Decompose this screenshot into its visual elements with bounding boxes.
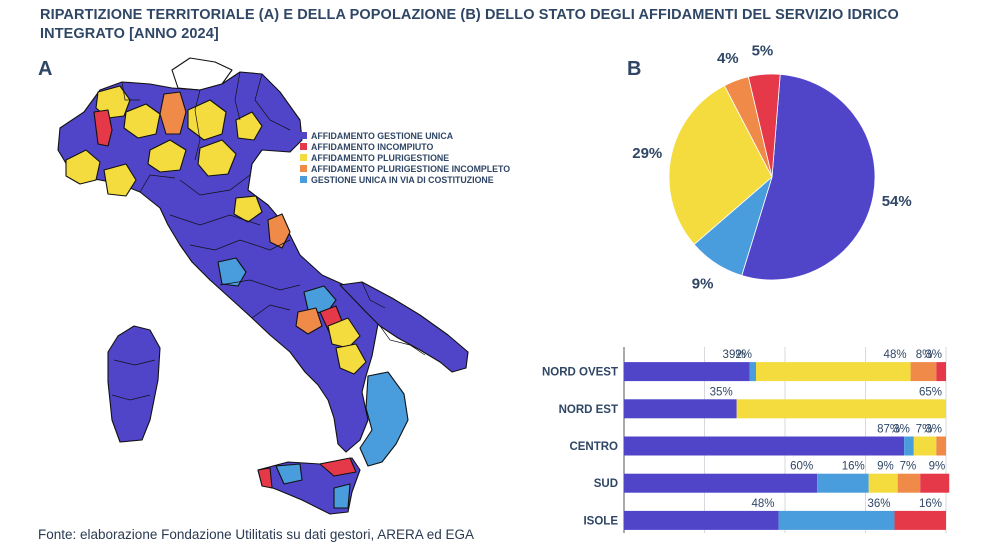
legend-swatch — [300, 154, 307, 161]
map-region-blue-lazio — [217, 257, 247, 287]
map-region-north-8 — [235, 111, 263, 141]
map-region-orange-center — [267, 213, 291, 249]
bar-segment — [913, 436, 937, 456]
bar-data-label: 7% — [916, 424, 933, 436]
bar-segment — [894, 510, 946, 530]
map-legend: AFFIDAMENTO GESTIONE UNICA AFFIDAMENTO I… — [300, 130, 510, 185]
bar-segment — [778, 510, 895, 530]
legend-swatch — [300, 176, 307, 183]
legend-label: AFFIDAMENTO INCOMPIUTO — [311, 141, 434, 152]
bar-segment — [756, 362, 911, 382]
legend-label: GESTIONE UNICA IN VIA DI COSTITUZIONE — [311, 174, 494, 185]
bar-data-label: 87% — [877, 424, 900, 436]
pie-data-label: 29% — [632, 145, 662, 162]
bar-data-label: 65% — [919, 386, 942, 398]
pie-data-label: 4% — [717, 50, 739, 67]
bar-segment — [624, 436, 905, 456]
bar-data-label: 9% — [929, 461, 946, 473]
bar-segment — [936, 362, 946, 382]
legend-item: AFFIDAMENTO INCOMPIUTO — [300, 141, 510, 152]
map-region-north-5 — [187, 99, 227, 141]
map-region-sicilia-red-2 — [319, 457, 357, 477]
map-region-sicilia-blue — [275, 463, 303, 485]
panel-b-label: B — [627, 58, 642, 80]
bar-data-label: 60% — [790, 461, 813, 473]
pie-slice — [741, 73, 876, 281]
bar-segment — [624, 362, 750, 382]
pie-data-label: 54% — [882, 193, 912, 210]
map-region-north-9 — [233, 195, 263, 223]
category-tick-label: NORD OVEST — [542, 367, 618, 379]
bar-segment — [868, 473, 898, 493]
pie-slice — [747, 73, 781, 178]
bar-data-label: 7% — [900, 461, 917, 473]
bar-segment — [624, 399, 737, 419]
pie-data-label: 5% — [752, 42, 774, 59]
legend-item: AFFIDAMENTO PLURIGESTIONE — [300, 152, 510, 163]
legend-swatch — [300, 165, 307, 172]
bar-segment — [817, 473, 869, 493]
map-region-north-4 — [147, 139, 187, 173]
bar-data-label: 3% — [925, 424, 942, 436]
pie-data-label: 9% — [692, 275, 714, 292]
bar-data-label: 16% — [842, 461, 865, 473]
source-note: Fonte: elaborazione Fondazione Utilitati… — [38, 527, 474, 542]
bar-segment — [910, 362, 937, 382]
map-region-north-3 — [65, 149, 101, 185]
bar-data-label: 48% — [752, 498, 775, 510]
legend-swatch — [300, 143, 307, 150]
legend-item: AFFIDAMENTO PLURIGESTIONE INCOMPLETO — [300, 163, 510, 174]
map-region-puglia — [339, 281, 469, 373]
bar-segment — [897, 473, 921, 493]
bar-segment — [904, 436, 914, 456]
bar-data-label: 3% — [925, 349, 942, 361]
map-region-north-7 — [103, 163, 137, 197]
category-tick-label: CENTRO — [569, 441, 618, 453]
chart-title: RIPARTIZIONE TERRITORIALE (A) E DELLA PO… — [40, 7, 899, 42]
map-region-north-2 — [123, 103, 161, 139]
legend-label: AFFIDAMENTO PLURIGESTIONE — [311, 152, 450, 163]
legend-swatch — [300, 132, 307, 139]
bar-data-label: 9% — [877, 461, 894, 473]
map-region-calabria — [359, 371, 409, 467]
bar-data-label: 36% — [867, 498, 890, 510]
bar-data-label: 3% — [893, 424, 910, 436]
map-region-red-north — [93, 109, 113, 147]
map-region-sicilia-blue-2 — [333, 483, 351, 509]
bar-segment — [624, 510, 779, 530]
legend-item: GESTIONE UNICA IN VIA DI COSTITUZIONE — [300, 174, 510, 185]
panel-a-label: A — [38, 58, 53, 80]
bar-data-label: 16% — [919, 498, 942, 510]
bar-data-label: 2% — [735, 349, 752, 361]
bar-segment — [749, 362, 757, 382]
map-region-north-6 — [197, 139, 237, 177]
bar-data-label: 8% — [916, 349, 933, 361]
bar-data-label: 48% — [884, 349, 907, 361]
legend-item: AFFIDAMENTO GESTIONE UNICA — [300, 130, 510, 141]
bar-data-label: 35% — [710, 386, 733, 398]
legend-label: AFFIDAMENTO GESTIONE UNICA — [311, 130, 454, 141]
bar-segment — [736, 399, 946, 419]
bar-segment — [624, 473, 818, 493]
map-region-sicilia-red-1 — [257, 467, 273, 489]
legend-label: AFFIDAMENTO PLURIGESTIONE INCOMPLETO — [311, 163, 511, 174]
map-region-yellow-south-1 — [327, 317, 361, 349]
category-tick-label: NORD EST — [559, 404, 618, 416]
category-tick-label: ISOLE — [583, 515, 618, 527]
bar-segment — [920, 473, 950, 493]
bar-segment — [936, 436, 946, 456]
bar-data-label: 39% — [723, 349, 746, 361]
pie-slice — [668, 85, 773, 245]
category-tick-label: SUD — [594, 478, 618, 490]
map-region-orange-north — [159, 91, 187, 135]
map-region-yellow-south-2 — [335, 343, 367, 375]
map-region-sardegna — [107, 325, 161, 443]
map-region-blue-campania — [303, 285, 337, 315]
map-region-orange-south — [295, 307, 323, 335]
